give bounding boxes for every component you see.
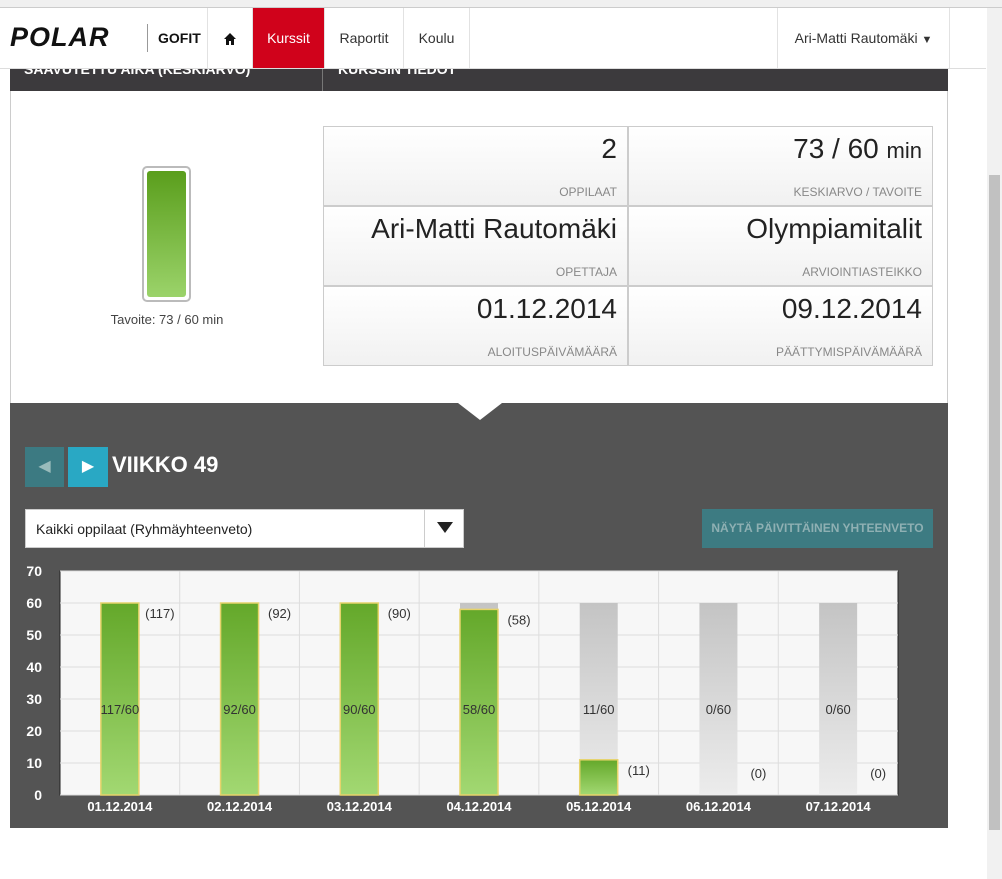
x-tick-label: 03.12.2014 (327, 799, 393, 814)
y-tick-label: 40 (26, 659, 42, 675)
x-tick-label: 02.12.2014 (207, 799, 273, 814)
info-label: ALOITUSPÄIVÄMÄÄRÄ (487, 345, 617, 359)
pointer (458, 403, 502, 420)
user-name: Ari-Matti Rautomäki (794, 30, 918, 46)
info-label: KESKIARVO / TAVOITE (793, 185, 922, 199)
minute-label: (92) (268, 606, 291, 621)
left-header: SAAVUTETTU AIKA (KESKIARVO) (24, 69, 251, 77)
info-cell: 73 / 60 min KESKIARVO / TAVOITE (628, 126, 933, 206)
info-value: 09.12.2014 (782, 293, 922, 325)
bar (339, 602, 380, 796)
prev-week[interactable]: ◀ (25, 447, 64, 487)
value-text: Ari-Matti Rautomäki (371, 213, 617, 244)
bar (219, 602, 260, 796)
scroll-thumb[interactable] (989, 175, 1000, 830)
week-title: VIIKKO 49 (112, 452, 219, 477)
minute-label: (11) (628, 763, 650, 778)
nav-bar: POLAR GOFIT Kurssit Raportit Koulu Ari-M… (0, 8, 986, 69)
next-week[interactable]: ▶ (68, 447, 108, 487)
bar (578, 759, 619, 796)
x-tick-label: 04.12.2014 (446, 799, 512, 814)
nav-item[interactable]: Kurssit (252, 8, 324, 68)
browser-strip (0, 0, 1002, 8)
gauge-fill (147, 171, 186, 297)
value-text: Olympiamitalit (746, 213, 922, 244)
gauge (142, 166, 191, 302)
info-cell: 01.12.2014 ALOITUSPÄIVÄMÄÄRÄ (323, 286, 628, 366)
info-value: 2 (601, 133, 617, 165)
ratio-label: 0/60 (825, 702, 850, 717)
divider (322, 69, 323, 91)
home-link[interactable] (207, 8, 252, 68)
ratio-label: 117/60 (100, 702, 139, 717)
x-tick-label: 07.12.2014 (806, 799, 872, 814)
ratio-label: 0/60 (706, 702, 731, 717)
gauge-caption: Tavoite: 73 / 60 min (110, 312, 224, 327)
info-value: Olympiamitalit (746, 213, 922, 245)
divider (147, 24, 148, 52)
y-tick-label: 60 (26, 595, 42, 611)
x-tick-label: 05.12.2014 (566, 799, 632, 814)
nav-item[interactable]: Raportit (324, 8, 403, 68)
section-header: SAAVUTETTU AIKA (KESKIARVO) KURSSIN TIED… (10, 69, 948, 91)
ratio-label: 90/60 (343, 702, 376, 717)
dropdown-arrow (437, 522, 453, 533)
target-bar (699, 603, 738, 795)
ratio-label: 92/60 (223, 702, 256, 717)
ratio-label: 58/60 (463, 702, 496, 717)
minute-label: (0) (750, 766, 766, 781)
logo[interactable]: POLAR (10, 22, 110, 52)
info-cell: Ari-Matti Rautomäki OPETTAJA (323, 206, 628, 286)
student-filter[interactable]: Kaikki oppilaat (Ryhmäyhteenveto) (25, 509, 464, 548)
info-label: PÄÄTTYMISPÄIVÄMÄÄRÄ (775, 345, 922, 359)
home-icon (224, 33, 236, 46)
y-tick-label: 10 (26, 755, 42, 771)
x-tick-label: 06.12.2014 (686, 799, 752, 814)
info-label: OPPILAAT (559, 185, 617, 199)
ratio-label: 11/60 (583, 702, 615, 717)
target-bar (819, 603, 858, 795)
nav-item[interactable]: Koulu (403, 8, 470, 68)
y-tick-label: 50 (26, 627, 42, 643)
product-name: GOFIT (158, 30, 201, 46)
value-text: 01.12.2014 (476, 293, 617, 324)
y-tick-label: 70 (26, 563, 42, 579)
minute-label: (58) (507, 612, 530, 627)
divider (424, 510, 425, 547)
value-text: 09.12.2014 (781, 293, 922, 324)
user-menu[interactable]: Ari-Matti Rautomäki ▼ (777, 8, 950, 68)
minute-label: (90) (388, 606, 411, 621)
summary-panel: Tavoite: 73 / 60 min 2 OPPILAAT 73 / 60 mi… (10, 91, 948, 403)
minute-label: (117) (145, 606, 174, 621)
filter-text: Kaikki oppilaat (Ryhmäyhteenveto) (36, 521, 253, 537)
info-value: 01.12.2014 (477, 293, 617, 325)
y-tick-label: 0 (34, 787, 42, 803)
right-header: KURSSIN TIEDOT (338, 69, 457, 77)
info-label: OPETTAJA (555, 265, 617, 279)
bar (100, 602, 140, 796)
info-cell: 09.12.2014 PÄÄTTYMISPÄIVÄMÄÄRÄ (628, 286, 933, 366)
chart: 0 10 20 30 40 50 60 70 117/60 (117) 01.12.2014 92/6… (26, 563, 899, 814)
y-tick-label: 20 (26, 723, 42, 739)
y-tick-label: 30 (26, 691, 42, 707)
info-label: ARVIOINTIASTEIKKO (802, 265, 922, 279)
info-cell: 2 OPPILAAT (323, 126, 628, 206)
bar (459, 608, 499, 796)
unit: min (886, 138, 922, 163)
info-cell: Olympiamitalit ARVIOINTIASTEIKKO (628, 206, 933, 286)
caret: ▼ (921, 34, 933, 46)
info-value: 73 / 60 min (793, 133, 922, 165)
minute-label: (0) (870, 766, 886, 781)
info-value: Ari-Matti Rautomäki (371, 213, 617, 245)
x-tick-label: 01.12.2014 (87, 799, 153, 814)
value-text: 73 / 60 (793, 133, 879, 164)
value-text: 2 (601, 133, 617, 164)
summary-button[interactable]: NÄYTÄ PÄIVITTÄINEN YHTEENVETO (702, 509, 933, 548)
